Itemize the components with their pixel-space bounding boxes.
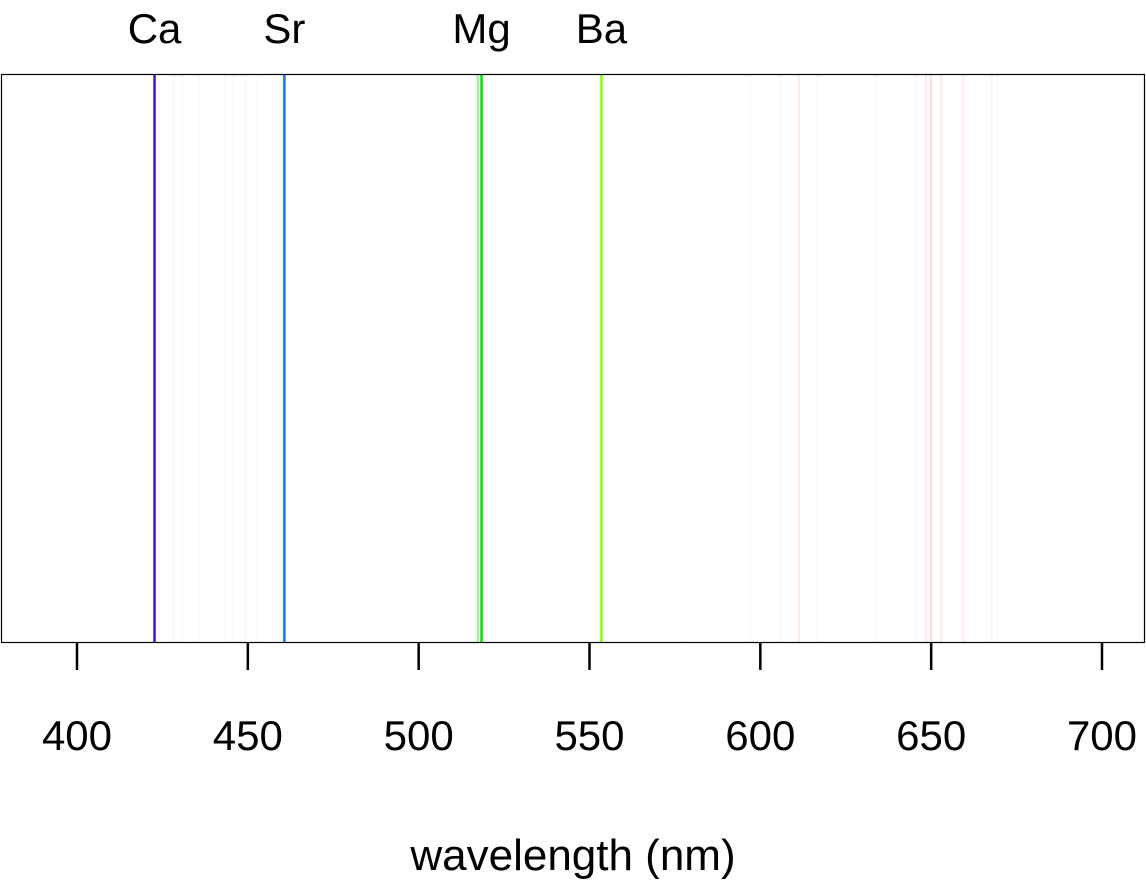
x-tick-label: 450 — [213, 712, 283, 759]
element-label-sr: Sr — [263, 5, 305, 52]
plot-frame — [0, 73, 1146, 644]
x-axis: 400 450 500 550 600 650 700 — [42, 642, 1137, 759]
element-label-ba: Ba — [576, 5, 628, 52]
x-tick-label: 550 — [554, 712, 624, 759]
faint-lines — [172, 75, 999, 642]
element-label-ca: Ca — [128, 5, 182, 52]
x-axis-label: wavelength (nm) — [409, 831, 735, 880]
x-tick-label: 400 — [42, 712, 112, 759]
x-tick-label: 700 — [1067, 712, 1137, 759]
x-tick-label: 650 — [896, 712, 966, 759]
x-tick-label: 600 — [725, 712, 795, 759]
spectral-lines — [153, 75, 603, 642]
x-tick-label: 500 — [384, 712, 454, 759]
element-label-mg: Mg — [452, 5, 510, 52]
element-labels: Ca Sr Mg Ba — [128, 5, 628, 52]
